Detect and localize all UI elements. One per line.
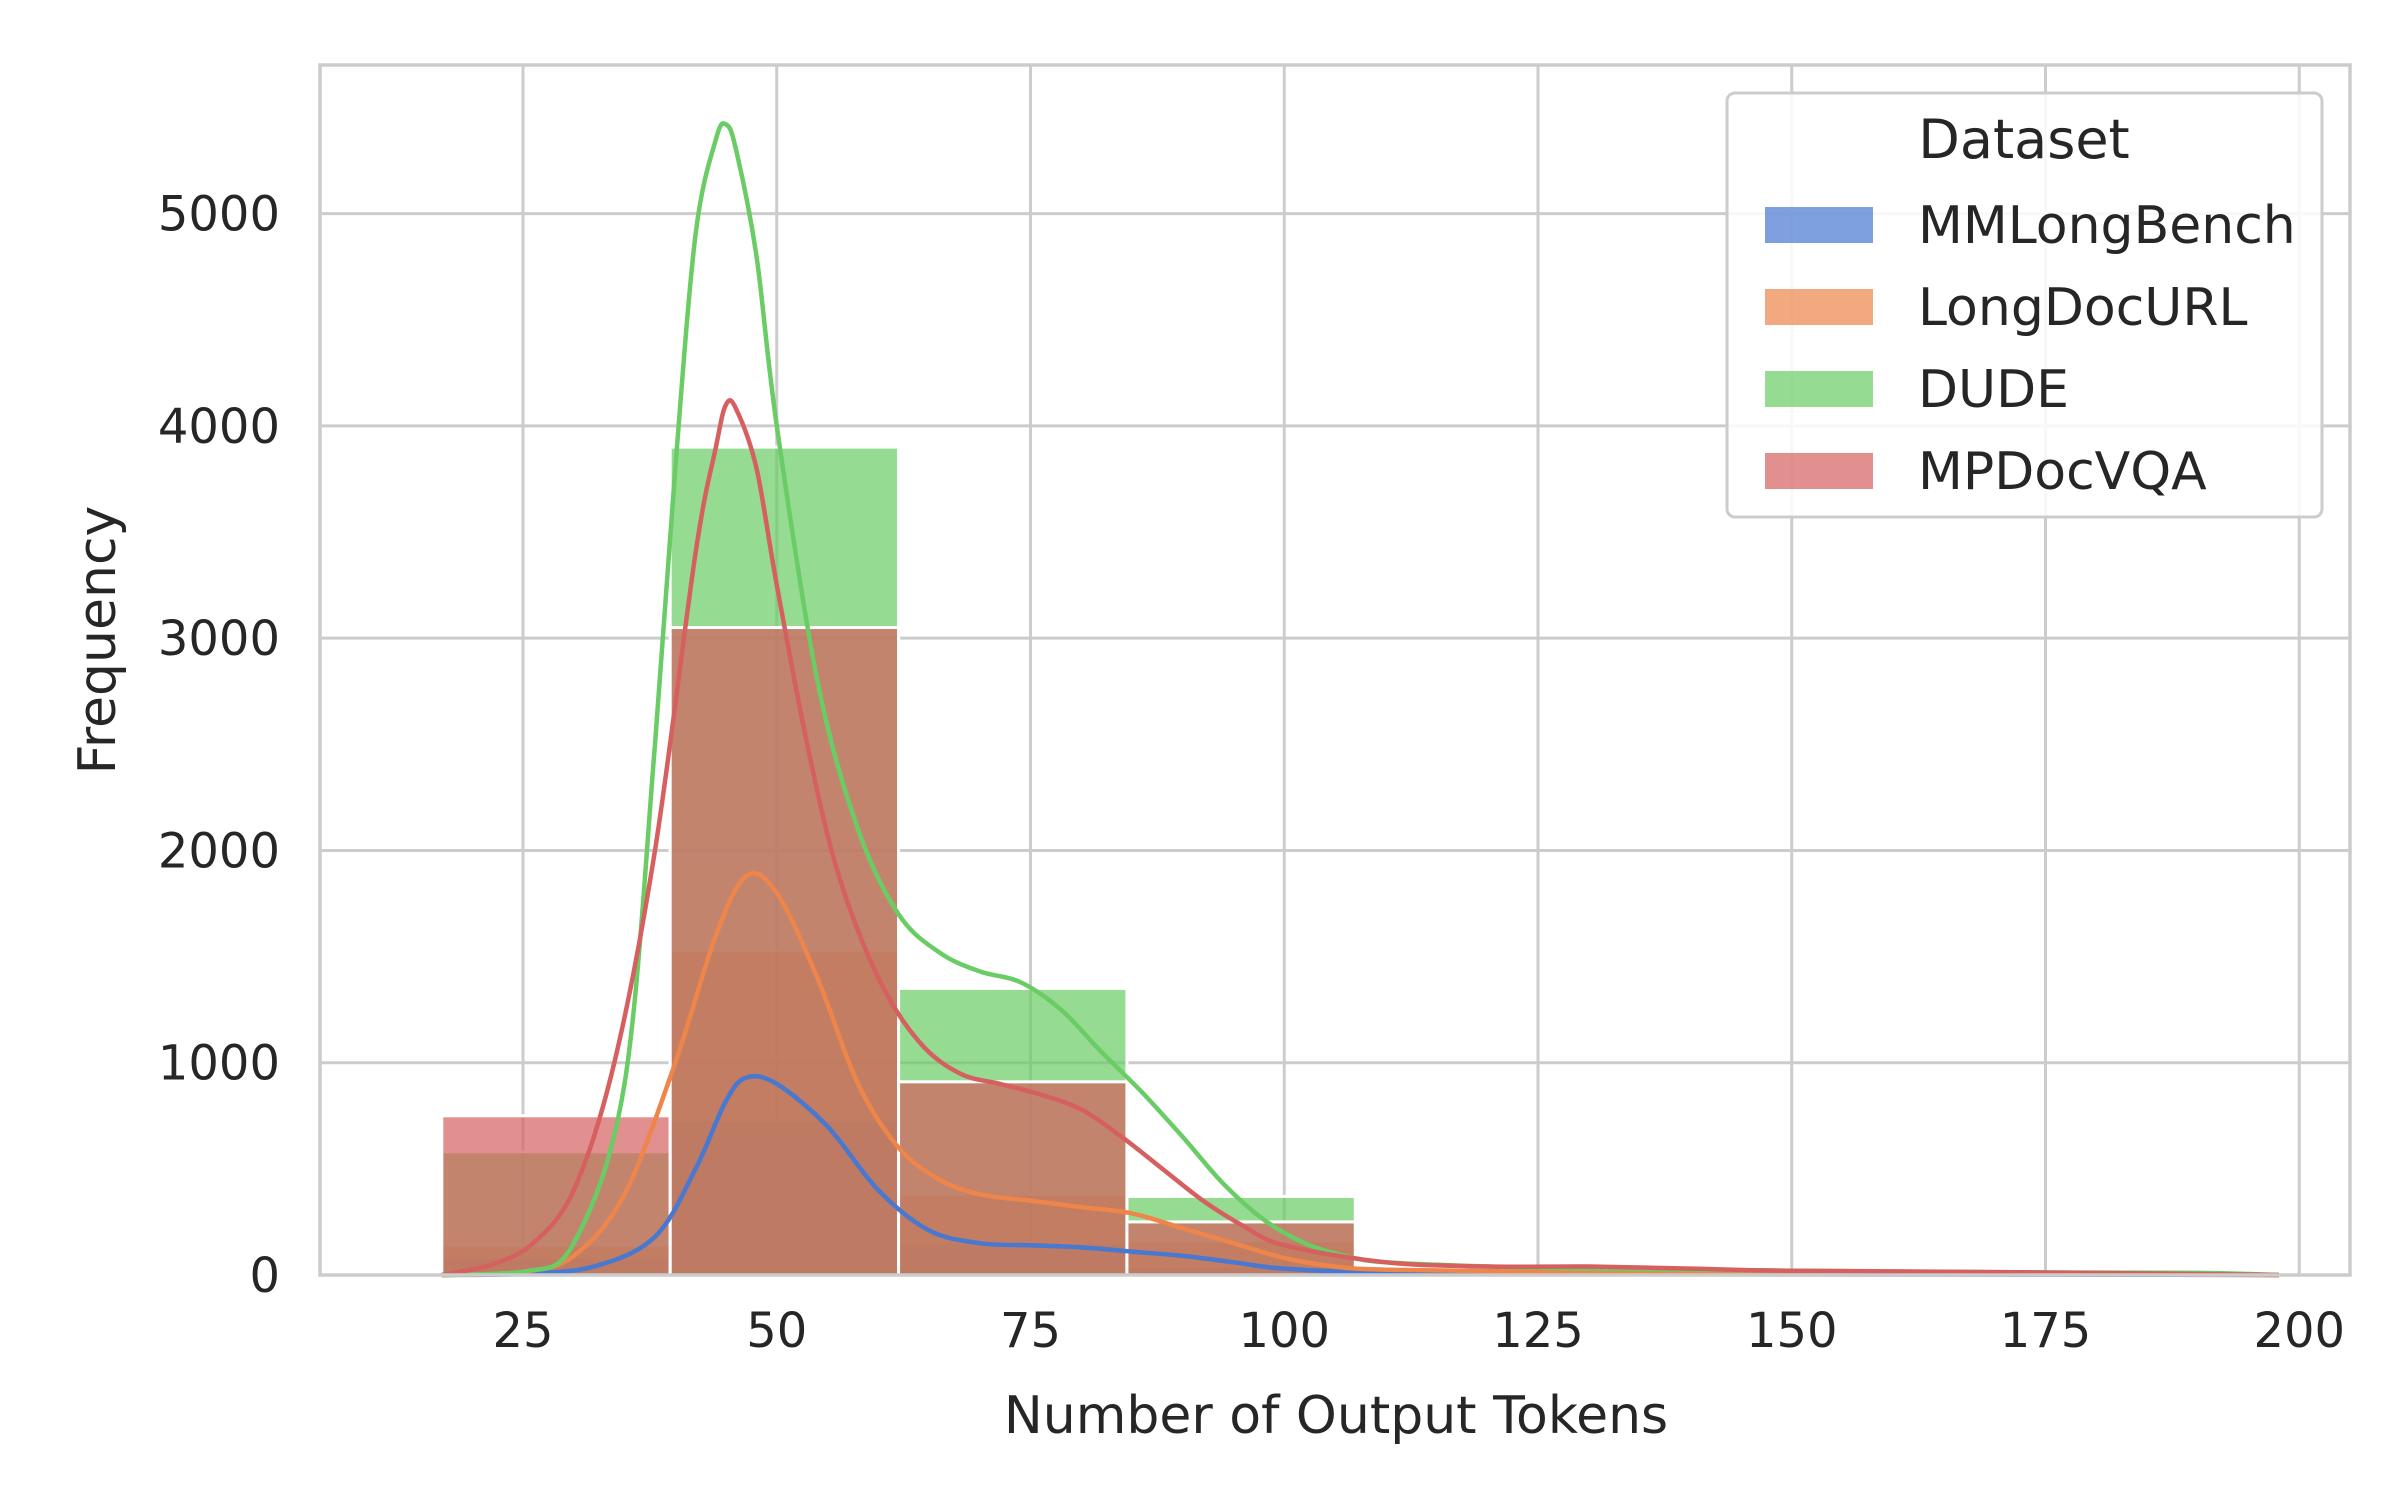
x-tick-label: 50	[746, 1303, 807, 1359]
legend-label: MMLongBench	[1918, 196, 2296, 256]
y-tick-label: 1000	[158, 1036, 280, 1092]
legend-items: MMLongBench LongDocURL DUDE MPDocVQA	[1765, 196, 2296, 502]
x-tick-label: 100	[1238, 1303, 1330, 1359]
plot-frame	[318, 63, 2352, 1277]
y-tick-label: 5000	[158, 187, 280, 243]
legend-swatch	[1765, 453, 1873, 489]
x-tick-label: 175	[2000, 1303, 2092, 1359]
y-tick-label: 2000	[158, 823, 280, 879]
legend-label: LongDocURL	[1918, 278, 2247, 338]
y-tick-label: 4000	[158, 399, 280, 455]
legend: Dataset MMLongBench LongDocURL DUDE MPDocVQ…	[1725, 91, 2324, 519]
y-tick-label: 0	[249, 1248, 280, 1304]
legend-swatch	[1765, 207, 1873, 243]
y-tick-label: 3000	[158, 611, 280, 667]
x-tick-label: 25	[492, 1303, 553, 1359]
legend-swatch	[1765, 371, 1873, 407]
kde-line-longdocurl	[441, 870, 2279, 1278]
legend-box	[1725, 91, 2324, 519]
x-axis-title: Number of Output Tokens	[1004, 1386, 1668, 1446]
kde-line-mpdocvqa	[441, 398, 2279, 1278]
x-tick-label: 150	[1746, 1303, 1838, 1359]
bar-mpdocvqa	[440, 1114, 672, 1277]
legend-title: Dataset	[1918, 108, 2129, 171]
legend-swatch	[1765, 289, 1873, 325]
legend-label: DUDE	[1918, 360, 2069, 420]
y-axis-title: Frequency	[68, 506, 128, 775]
x-tick-label: 125	[1492, 1303, 1584, 1359]
legend-label: MPDocVQA	[1918, 442, 2207, 502]
x-axis-ticks: 25 50 75 100 125 150 175 200	[492, 1303, 2345, 1359]
y-axis-ticks: 0 1000 2000 3000 4000 5000	[158, 187, 280, 1304]
x-tick-label: 75	[1000, 1303, 1061, 1359]
x-tick-label: 200	[2253, 1303, 2345, 1359]
